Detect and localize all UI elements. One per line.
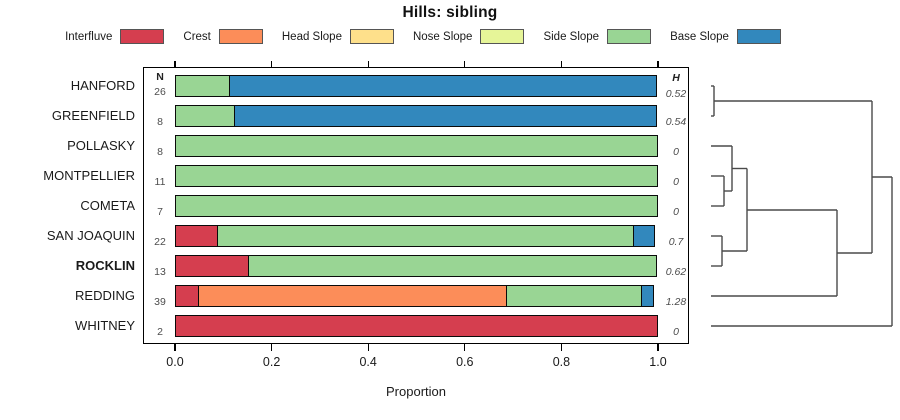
legend-swatch <box>349 29 394 44</box>
bar-row <box>175 75 657 97</box>
bar-segment <box>641 285 654 307</box>
bar-segment <box>175 225 219 247</box>
x-axis-tick-top <box>174 61 176 67</box>
cell-value: 13 <box>154 266 166 279</box>
bar-segment <box>229 75 657 97</box>
cell-value: 26 <box>154 86 166 98</box>
bar-row <box>175 105 657 127</box>
plot-box <box>143 67 689 344</box>
column-header: H <box>672 72 680 84</box>
bar-segment <box>633 225 656 247</box>
cell-value: 11 <box>154 176 166 189</box>
x-axis-tick-bottom <box>367 344 369 351</box>
x-axis-tick-top <box>464 61 466 67</box>
x-axis-tick-label: 0.4 <box>359 355 377 369</box>
x-axis-tick-label: 0.2 <box>262 355 281 369</box>
row-label: MONTPELLIER <box>43 167 135 183</box>
row-label: POLLASKY <box>67 137 135 153</box>
cell-value: 0 <box>673 176 679 189</box>
cell-value: 0 <box>673 206 679 219</box>
x-axis-tick-label: 1.0 <box>649 355 667 369</box>
legend-label: Side Slope <box>543 30 600 43</box>
bar-segment <box>175 75 231 97</box>
legend-label: Crest <box>183 30 211 43</box>
legend-swatch <box>218 29 263 44</box>
legend-item: Crest <box>183 29 263 44</box>
row-label: REDDING <box>75 287 135 303</box>
legend-swatch <box>736 29 781 44</box>
x-axis-tick-top <box>367 61 369 67</box>
bar-row <box>175 225 656 247</box>
bar-segment <box>175 105 236 127</box>
cell-value: 0 <box>673 146 679 159</box>
x-axis-tick-top <box>657 61 659 67</box>
bar-segment <box>198 285 508 307</box>
legend-item: Nose Slope <box>412 29 525 44</box>
x-axis-tick-label: 0.0 <box>166 355 184 369</box>
bar-segment <box>175 135 658 157</box>
cell-value: 39 <box>154 296 166 309</box>
bar-row <box>175 285 654 307</box>
cell-value: 2 <box>157 326 163 339</box>
row-label: SAN JOAQUIN <box>46 227 135 243</box>
bar-segment <box>175 315 658 337</box>
row-label: GREENFIELD <box>51 107 135 123</box>
row-label: HANFORD <box>70 77 135 93</box>
legend: Interfluve Crest Head Slope Nose Slope Side … <box>0 28 846 45</box>
x-axis-tick-label: 0.8 <box>552 355 571 369</box>
x-axis-label: Proportion <box>386 384 446 399</box>
cell-value: 1.28 <box>665 296 687 309</box>
bar-segment <box>247 255 657 277</box>
bar-segment <box>175 165 658 187</box>
x-axis-tick-bottom <box>464 344 466 351</box>
bar-row <box>175 315 658 337</box>
legend-swatch <box>607 29 652 44</box>
bar-segment <box>175 195 658 217</box>
legend-swatch <box>120 29 165 44</box>
bar-row <box>175 135 658 157</box>
bar-segment <box>506 285 643 307</box>
cell-value: 8 <box>157 116 163 129</box>
legend-swatch <box>480 29 525 44</box>
x-axis-tick-label: 0.6 <box>456 355 474 369</box>
legend-label: Base Slope <box>670 30 729 43</box>
x-axis-tick-top <box>271 61 273 67</box>
legend-label: Interfluve <box>65 30 113 43</box>
x-axis-tick-bottom <box>174 344 176 351</box>
bar-row <box>175 195 658 217</box>
bar-segment <box>217 225 635 247</box>
cell-value: 0.7 <box>668 236 684 249</box>
row-label: WHITNEY <box>75 317 135 333</box>
legend-item: Base Slope <box>670 29 781 44</box>
cell-value: 0 <box>673 326 679 339</box>
cell-value: 0.54 <box>665 116 687 129</box>
x-axis-tick-top <box>560 61 562 67</box>
cell-value: 7 <box>157 206 163 219</box>
legend-label: Head Slope <box>281 30 342 43</box>
bar-segment <box>175 285 200 307</box>
chart-title: Hills: sibling <box>402 4 498 21</box>
bar-row <box>175 165 658 187</box>
legend-item: Side Slope <box>543 29 652 44</box>
bar-segment <box>233 105 657 127</box>
row-label: ROCKLIN <box>75 257 135 273</box>
bar-row <box>175 255 657 277</box>
legend-label: Nose Slope <box>412 30 473 43</box>
legend-item: Interfluve <box>65 29 165 44</box>
column-header: N <box>156 71 164 83</box>
x-axis-tick-bottom <box>271 344 273 351</box>
cell-value: 0.52 <box>665 87 687 100</box>
cell-value: 8 <box>157 146 163 159</box>
x-axis-tick-bottom <box>560 344 562 351</box>
x-axis-tick-bottom <box>657 344 659 351</box>
cell-value: 0.62 <box>665 266 687 279</box>
legend-item: Head Slope <box>282 29 394 44</box>
row-label: COMETA <box>80 197 135 213</box>
dendrogram <box>711 85 893 327</box>
bar-segment <box>175 255 250 277</box>
cell-value: 22 <box>154 236 166 249</box>
